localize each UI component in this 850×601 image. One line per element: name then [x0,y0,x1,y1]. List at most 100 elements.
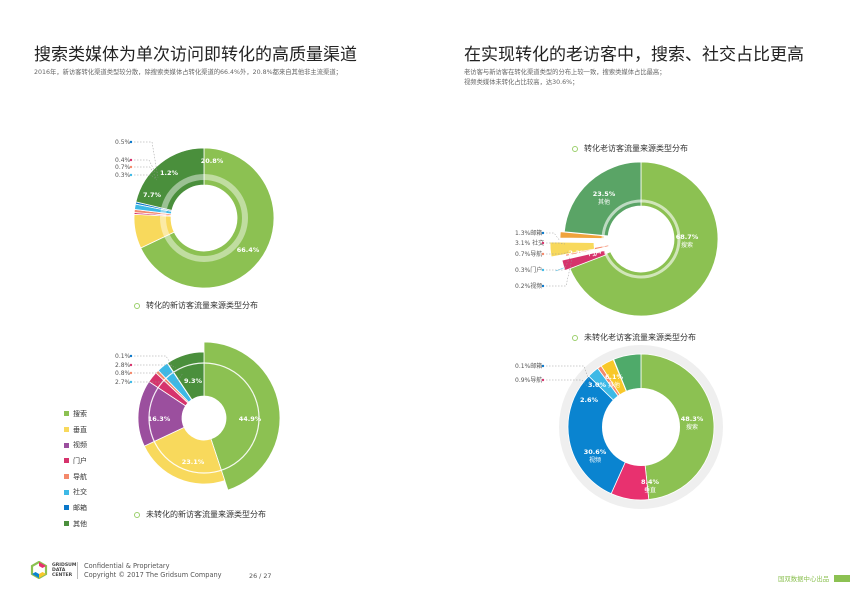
chart-title-c4: 未转化老访客流量来源类型分布 [572,332,696,343]
callout-label: 0.9%导航 [515,376,542,384]
callout-leader [134,372,184,383]
callout-label: 0.4% [115,157,131,164]
pie-slice-0 [140,147,275,289]
callout-leader [546,379,589,388]
callout-leader [134,159,156,173]
data-sublabel: 垂直 [644,486,656,494]
callout-dot [129,165,133,169]
data-label: 6.1% [605,373,624,381]
pie-slice-5 [549,241,596,258]
logo-line: DATA [52,568,66,573]
chart-title-text: 转化的新访客流量来源类型分布 [146,301,258,310]
donut-hole [602,388,680,466]
legend-label: 搜索 [73,409,87,418]
data-label: 16.3% [148,415,171,423]
callout-dot [541,284,545,288]
confidential-text: Confidential & Proprietary [84,562,170,570]
inner-ring [601,199,681,279]
callout-dot [129,371,133,375]
chart-title-c3: 转化老访客流量来源类型分布 [572,143,688,154]
legend-swatch [64,411,69,417]
page-number: 26 / 27 [249,572,272,580]
data-label: 3.0% [588,381,607,389]
callout-leader [546,242,566,245]
callout-label: 0.1% [115,353,131,360]
footer-divider [77,562,78,579]
data-label: 30.6% [584,448,607,456]
callout-label: 0.8% [115,370,131,377]
callout-dot [541,252,545,256]
callout-leader [546,258,573,287]
pie-slice-0 [569,161,719,317]
legend-item: 社交 [64,484,87,500]
right-description-line: 视频类媒体未转化占比较高，达30.6%； [464,79,579,86]
chart-title-text: 未转化的新访客流量来源类型分布 [146,510,266,519]
data-sublabel: 搜索 [686,423,698,431]
data-label: 23.1% [182,458,205,466]
chart-old-converted: 68.7%搜索 2.2% 门户 23.5%其他 1.3%邮箱 3.1% 社交 0.7%导航… [515,161,719,317]
legend-label: 垂直 [73,425,87,434]
callout-leader [134,369,180,374]
data-label: 20.8% [201,157,224,165]
pie-slice-6 [135,147,205,211]
data-sublabel: 搜索 [681,241,693,249]
legend-label: 门户 [73,456,87,465]
brand-text: 国双数据中心出品 [778,575,830,583]
data-label: 7.7% [143,191,162,199]
legend-label: 导航 [73,472,87,481]
callout-leader [546,232,561,242]
data-label: 1.2% [160,169,179,177]
pie-slice-0 [203,341,281,491]
legend-swatch [64,521,69,527]
data-label: 8.4% [641,478,660,486]
left-heading: 搜索类媒体为单次访问即转化的高质量渠道 [34,45,357,65]
gridsum-logo-icon [30,561,48,579]
callout-dot [541,231,545,235]
legend-label: 视频 [73,441,87,450]
chart-title-c1: 转化的新访客流量来源类型分布 [134,300,258,311]
legend-item: 搜索 [64,406,87,422]
data-sublabel: 其他 [608,381,620,389]
data-label: 2.6% [580,396,599,404]
callout-leader [134,166,157,179]
callout-dot [541,241,545,245]
callout-leader [134,355,173,367]
callout-label: 2.7% [115,379,131,386]
callout-dot [541,364,545,368]
left-description: 2016年，新访客转化渠道类型较分散，除搜索类媒体占转化渠道的66.4%外，20… [34,69,342,76]
data-sublabel: 其他 [598,198,610,206]
callout-label: 1.3%邮箱 [515,229,542,237]
callout-label: 0.2%视频 [515,282,542,290]
legend-item: 门户 [64,453,87,469]
callout-dot [129,140,133,144]
legend-label: 邮箱 [73,503,87,512]
legend-swatch [64,474,69,480]
legend-swatch [64,427,69,433]
legend-item: 其他 [64,516,87,532]
legend-label: 其他 [73,519,87,528]
chart-title-text: 转化老访客流量来源类型分布 [584,144,688,153]
legend: 搜索 垂直 视频 门户 导航 社交 邮箱 其他 [64,406,87,532]
callout-leader [546,251,569,255]
callout-label: 0.1%邮箱 [515,362,542,370]
callout-leader [546,256,571,271]
callout-label: 2.8% [115,362,131,369]
data-label: 44.9% [239,415,262,423]
data-label: 23.5% [593,190,616,198]
legend-item: 邮箱 [64,500,87,516]
inner-ring [148,362,260,474]
callout-label: 3.1% 社交 [515,239,544,247]
inner-ring [160,174,248,262]
logo-line: CENTER [52,573,73,578]
callout-dot [541,378,545,382]
legend-item: 导航 [64,469,87,485]
callout-label: 0.7% [115,164,131,171]
data-label: 68.7% [676,233,699,241]
footer-legal: Confidential & Proprietary Copyright © 2… [84,562,222,580]
legend-swatch [64,505,69,511]
legend-swatch [64,458,69,464]
chart-old-unconverted: 48.3%搜索 8.4%垂直 30.6%视频 2.6% 3.0%6.1%其他 0.1%邮箱… [515,345,723,509]
data-label: 48.3% [681,415,704,423]
callout-dot [129,158,133,162]
